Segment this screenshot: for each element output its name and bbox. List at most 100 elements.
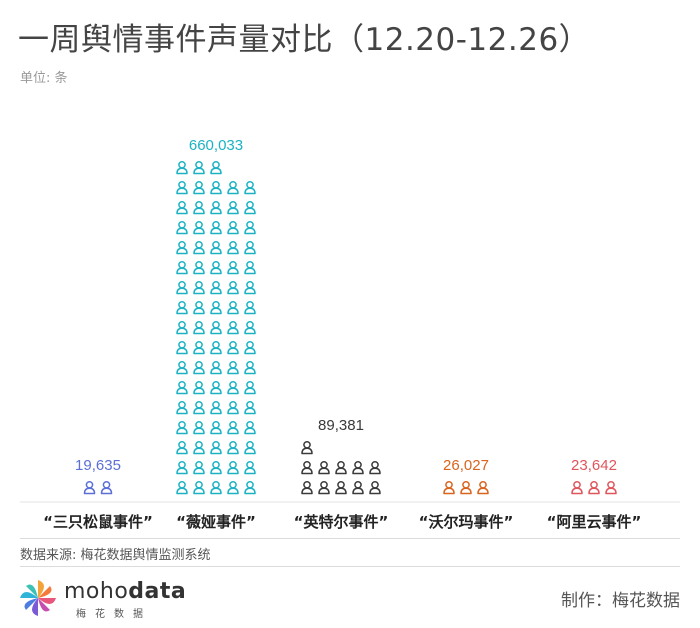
person-icon [176, 320, 188, 335]
person-icon [193, 440, 205, 455]
person-icon [193, 280, 205, 295]
person-icon [193, 340, 205, 355]
person-icon [352, 480, 364, 495]
person-icon [176, 300, 188, 315]
person-icon [369, 460, 381, 475]
person-icon [244, 300, 256, 315]
person-icon [588, 480, 600, 495]
person-icon [210, 320, 222, 335]
person-icon [227, 300, 239, 315]
person-icon [193, 360, 205, 375]
person-icon [227, 320, 239, 335]
person-icon [244, 380, 256, 395]
person-icon [193, 220, 205, 235]
person-icon [210, 440, 222, 455]
value-label-4: 26,027 [443, 457, 489, 474]
person-icon [210, 240, 222, 255]
person-icon [227, 460, 239, 475]
person-icon [244, 260, 256, 275]
divider-top [20, 538, 680, 539]
bar-3 [301, 440, 381, 495]
unit-label: 单位: 条 [20, 71, 68, 86]
person-icon [335, 460, 347, 475]
person-icon [193, 200, 205, 215]
person-icon [301, 480, 313, 495]
mohodata-logo: mohodata 梅花数据 [18, 576, 186, 620]
person-icon [176, 380, 188, 395]
person-icon [210, 220, 222, 235]
bar-5 [571, 480, 617, 495]
category-label-4: “沃尔玛事件” [419, 513, 514, 531]
person-icon [176, 240, 188, 255]
maker-credit: 制作：梅花数据 [561, 591, 680, 611]
person-icon [176, 220, 188, 235]
person-icon [335, 480, 347, 495]
data-source: 数据来源: 梅花数据舆情监测系统 [20, 548, 211, 563]
person-icon [193, 420, 205, 435]
person-icon [227, 200, 239, 215]
person-icon [176, 420, 188, 435]
person-icon [369, 480, 381, 495]
person-icon [227, 260, 239, 275]
person-icon [210, 480, 222, 495]
person-icon [227, 240, 239, 255]
person-icon [318, 480, 330, 495]
person-icon [210, 260, 222, 275]
person-icon [176, 480, 188, 495]
person-icon [210, 360, 222, 375]
value-label-1: 19,635 [75, 457, 121, 474]
person-icon [244, 420, 256, 435]
person-icon [176, 340, 188, 355]
person-icon [571, 480, 583, 495]
person-icon [193, 380, 205, 395]
person-icon [227, 420, 239, 435]
person-icon [193, 160, 205, 175]
person-icon [227, 220, 239, 235]
person-icon [210, 340, 222, 355]
person-icon [244, 280, 256, 295]
person-icon [193, 300, 205, 315]
pictograph-chart: 19,635 “三只松鼠事件” 660,033 “薇娅事件” 89,381 “英特尔事件”… [20, 137, 680, 531]
person-icon [227, 380, 239, 395]
person-icon [210, 160, 222, 175]
person-icon [244, 340, 256, 355]
person-icon [193, 400, 205, 415]
bar-4 [443, 480, 489, 495]
person-icon [227, 400, 239, 415]
logo-word-bold: data [128, 579, 187, 604]
person-icon [176, 280, 188, 295]
person-icon [244, 320, 256, 335]
person-icon [244, 200, 256, 215]
person-icon [176, 160, 188, 175]
person-icon [193, 180, 205, 195]
person-icon [227, 340, 239, 355]
person-icon [244, 180, 256, 195]
value-label-2: 660,033 [189, 137, 243, 154]
person-icon [176, 400, 188, 415]
logo-subtitle: 梅花数据 [76, 609, 152, 620]
person-icon [244, 360, 256, 375]
person-icon [227, 360, 239, 375]
person-icon [605, 480, 617, 495]
person-icon [210, 460, 222, 475]
person-icon [244, 400, 256, 415]
person-icon [193, 320, 205, 335]
person-icon [301, 460, 313, 475]
bar-1 [83, 480, 113, 495]
person-icon [443, 480, 455, 495]
value-label-5: 23,642 [571, 457, 617, 474]
bar-2 [176, 160, 256, 495]
person-icon [193, 240, 205, 255]
person-icon [210, 380, 222, 395]
category-label-3: “英特尔事件” [294, 513, 389, 531]
person-icon [176, 260, 188, 275]
person-icon [227, 440, 239, 455]
person-icon [176, 440, 188, 455]
person-icon [176, 180, 188, 195]
person-icon [318, 460, 330, 475]
value-label-3: 89,381 [318, 417, 364, 434]
person-icon [352, 460, 364, 475]
person-icon [193, 480, 205, 495]
person-icon [244, 460, 256, 475]
divider-bottom [20, 566, 680, 567]
